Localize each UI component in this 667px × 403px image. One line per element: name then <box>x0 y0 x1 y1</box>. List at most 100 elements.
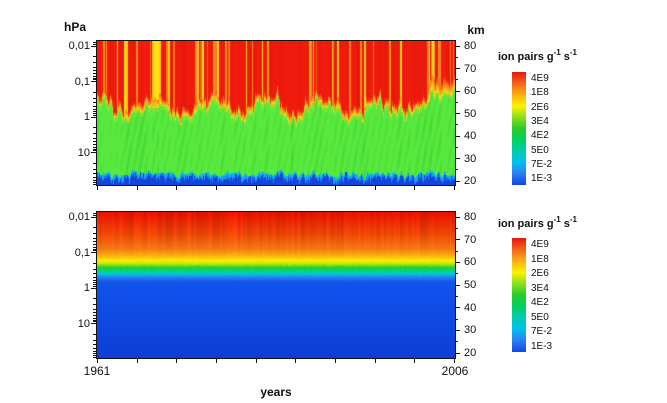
pressure-tick <box>91 81 96 82</box>
year-tick <box>295 359 297 363</box>
altitude-tick <box>455 216 460 218</box>
legend-tick-label: 4E2 <box>531 130 549 142</box>
year-tick <box>216 186 217 190</box>
pressure-minor-tick <box>93 70 96 72</box>
legend-tick-label: 1E-3 <box>531 340 553 352</box>
altitude-tick <box>455 307 460 309</box>
x-axis-end-label: 2006 <box>441 364 469 378</box>
legend-tick-label: 7E-2 <box>531 158 553 170</box>
pressure-minor-tick <box>93 356 96 358</box>
legend-tick-label: 5E0 <box>531 311 549 323</box>
year-tick <box>97 186 98 190</box>
pressure-minor-tick <box>93 333 96 335</box>
pressure-minor-tick <box>93 285 96 287</box>
pressure-minor-tick <box>93 42 96 44</box>
altitude-axis-title: km <box>467 23 485 37</box>
year-tick <box>374 359 376 363</box>
bottom-heatmap-canvas <box>97 212 455 358</box>
legend-tick-label: 4E9 <box>531 73 549 84</box>
pressure-minor-tick <box>93 150 96 152</box>
altitude-tick-label: 80 <box>464 211 477 223</box>
pressure-minor-tick <box>93 246 96 248</box>
altitude-tick <box>455 352 460 354</box>
altitude-tick <box>455 261 460 263</box>
pressure-minor-tick <box>93 244 96 246</box>
pressure-tick-label: 10 <box>77 146 90 159</box>
pressure-minor-tick <box>93 66 96 68</box>
pressure-minor-tick <box>93 315 96 317</box>
legend-tick-label: 1E-3 <box>531 173 553 185</box>
legend-title-text: ion pairs g <box>498 51 554 63</box>
altitude-tick <box>455 329 460 331</box>
year-tick <box>97 359 98 363</box>
pressure-minor-tick <box>93 141 96 143</box>
legend-tick-label: 7E-2 <box>531 326 553 338</box>
pressure-minor-tick <box>93 339 96 341</box>
altitude-minor-tick <box>455 79 458 81</box>
pressure-minor-tick <box>93 56 96 58</box>
altitude-minor-tick <box>455 124 458 126</box>
legend-title-exponent2: -1 <box>569 215 577 224</box>
legend-colorbar <box>512 238 526 352</box>
pressure-minor-tick <box>93 79 96 81</box>
pressure-minor-tick <box>93 179 96 181</box>
pressure-tick <box>91 252 96 253</box>
year-tick <box>136 359 138 363</box>
top-heatmap-canvas <box>97 41 455 185</box>
altitude-minor-tick <box>455 250 458 252</box>
pressure-tick <box>91 323 96 324</box>
year-tick <box>374 186 376 190</box>
legend-tick-label: 4E9 <box>531 239 549 250</box>
legend-title: ion pairs g-1 s-1 <box>498 48 577 63</box>
legend-title: ion pairs g-1 s-1 <box>498 215 577 230</box>
altitude-minor-tick <box>455 295 458 297</box>
pressure-minor-tick <box>93 282 96 283</box>
year-tick <box>454 186 455 190</box>
pressure-tick-label: 1 <box>83 282 90 294</box>
legend-title-exponent2: -1 <box>569 48 577 57</box>
year-tick <box>136 186 138 190</box>
pressure-minor-tick <box>93 304 96 306</box>
pressure-minor-tick <box>93 162 96 164</box>
pressure-minor-tick <box>93 344 96 346</box>
altitude-tick <box>455 284 460 286</box>
pressure-minor-tick <box>93 321 96 323</box>
legend-tick-label: 1E8 <box>531 87 549 99</box>
altitude-tick-label: 20 <box>464 175 477 187</box>
altitude-tick <box>455 239 460 241</box>
altitude-minor-tick <box>455 341 458 343</box>
altitude-tick <box>455 113 460 114</box>
pressure-minor-tick <box>93 248 96 250</box>
altitude-tick-label: 70 <box>464 62 477 75</box>
year-tick <box>295 186 297 190</box>
year-tick <box>454 359 455 363</box>
altitude-minor-tick <box>455 227 458 229</box>
pressure-minor-tick <box>93 347 96 349</box>
bottom-heatmap-panel <box>96 211 456 359</box>
altitude-minor-tick <box>455 169 458 171</box>
pressure-minor-tick <box>93 137 96 139</box>
legend-tick-label: 2E6 <box>531 268 549 280</box>
pressure-minor-tick <box>93 91 96 93</box>
legend-bottom: ion pairs g-1 s-1 <box>498 215 618 360</box>
pressure-minor-tick <box>93 317 96 319</box>
pressure-tick-label: 10 <box>77 317 90 330</box>
pressure-minor-tick <box>93 148 96 150</box>
year-tick <box>255 359 257 363</box>
altitude-tick <box>455 90 460 92</box>
altitude-tick <box>455 135 460 137</box>
pressure-minor-tick <box>93 319 96 321</box>
pressure-minor-tick <box>93 113 96 115</box>
pressure-tick-label: 1 <box>83 111 90 123</box>
pressure-minor-tick <box>93 268 96 270</box>
pressure-minor-tick <box>93 182 96 183</box>
pressure-minor-tick <box>93 233 96 235</box>
legend-title-text: ion pairs g <box>498 218 554 230</box>
altitude-tick-label: 60 <box>464 256 477 269</box>
pressure-minor-tick <box>93 273 96 275</box>
pressure-minor-tick <box>93 184 96 186</box>
pressure-tick <box>91 287 96 289</box>
pressure-minor-tick <box>93 127 96 129</box>
altitude-tick-label: 30 <box>464 152 477 165</box>
legend-colorbar <box>512 72 526 185</box>
